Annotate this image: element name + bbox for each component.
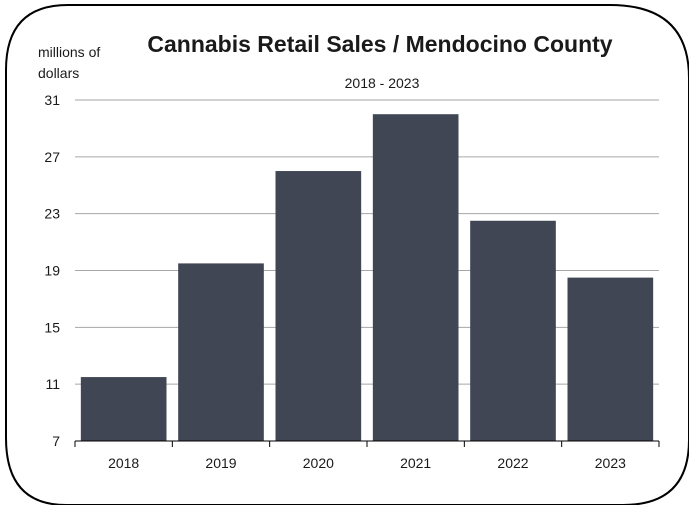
y-tick-label: 7	[52, 433, 60, 449]
x-tick-labels: 2018 2019 2020 2021 2022 2023	[108, 455, 626, 471]
bar-2019	[178, 263, 264, 441]
bar-2023	[567, 277, 654, 441]
bar-2018	[80, 377, 167, 441]
y-tick-label: 23	[44, 206, 60, 222]
bar-2020	[275, 171, 362, 441]
bar-2021	[372, 114, 459, 441]
x-tick-label: 2020	[303, 455, 334, 471]
y-unit-label-line-1: millions of	[38, 44, 100, 60]
y-tick-label: 15	[44, 319, 60, 335]
chart-subtitle: 2018 - 2023	[345, 75, 420, 91]
y-tick-label: 11	[45, 376, 60, 392]
y-tick-label: 31	[44, 92, 60, 108]
x-tick-label: 2021	[400, 455, 431, 471]
x-tick-label: 2019	[205, 455, 236, 471]
y-unit-label-line-2: dollars	[38, 65, 79, 81]
chart-title: Cannabis Retail Sales / Mendocino County	[147, 31, 612, 57]
bar-2022	[470, 220, 556, 441]
x-tick-label: 2023	[595, 455, 626, 471]
axes	[74, 440, 660, 447]
y-tick-label: 19	[44, 263, 60, 279]
y-tick-labels: 7 11 15 19 23 27 31	[44, 92, 60, 449]
x-tick-label: 2022	[497, 455, 528, 471]
y-tick-label: 27	[44, 149, 60, 165]
bars	[80, 114, 654, 441]
gridlines	[75, 99, 659, 385]
x-tick-label: 2018	[108, 455, 139, 471]
